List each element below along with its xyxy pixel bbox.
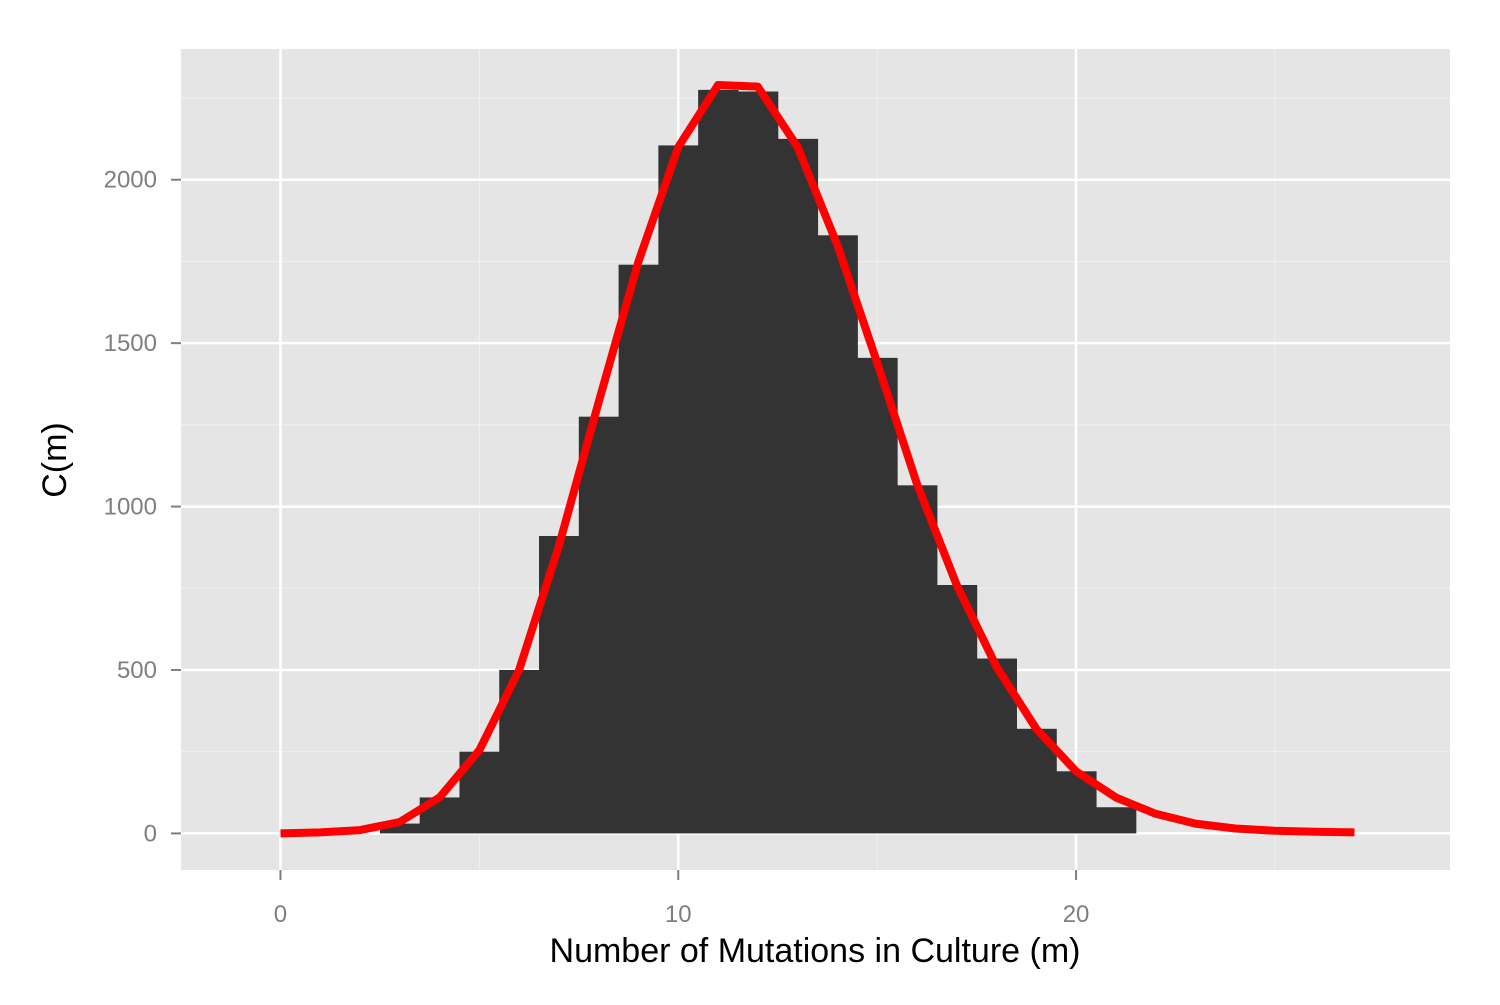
histogram-bar (658, 145, 699, 834)
histogram-bar (897, 485, 938, 834)
histogram-bar (698, 89, 739, 834)
histogram-bar (777, 138, 819, 834)
histogram-bars (379, 89, 1137, 834)
x-tick-label: 20 (1063, 901, 1090, 928)
fitted-curve-layer (280, 81, 1355, 838)
histogram-bar (817, 235, 858, 834)
x-axis-ticks: 0 10 20 (274, 870, 1090, 928)
y-tick-label: 0 (144, 820, 157, 847)
histogram-bar (737, 91, 779, 834)
histogram-bar (379, 823, 421, 834)
fitted-curve-line (280, 81, 1355, 838)
histogram-bar (578, 416, 620, 834)
y-tick-label: 500 (117, 657, 157, 684)
x-tick-label: 10 (665, 901, 692, 928)
histogram-bar (1095, 807, 1137, 834)
x-tick-label: 0 (274, 901, 287, 928)
histogram-bar (618, 264, 659, 834)
histogram-bar (857, 357, 898, 834)
x-axis-title: Number of Mutations in Culture (m) (550, 932, 1081, 970)
histogram-bar (936, 585, 978, 834)
y-axis-ticks: 0 500 1000 1500 2000 (104, 167, 181, 847)
y-tick-label: 1500 (104, 330, 157, 357)
y-tick-label: 1000 (104, 494, 157, 521)
y-axis-title: C(m) (36, 422, 74, 498)
y-tick-label: 2000 (104, 167, 157, 194)
